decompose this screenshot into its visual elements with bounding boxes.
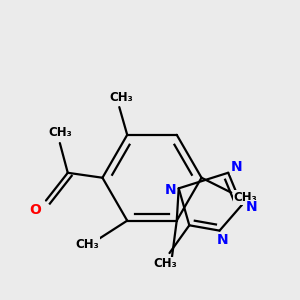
Text: O: O (29, 203, 41, 218)
Text: N: N (165, 183, 177, 197)
Text: N: N (217, 232, 228, 247)
Text: CH₃: CH₃ (233, 191, 257, 204)
Text: CH₃: CH₃ (110, 91, 133, 104)
Text: CH₃: CH₃ (154, 257, 177, 270)
Text: N: N (246, 200, 257, 214)
Text: N: N (230, 160, 242, 174)
Text: CH₃: CH₃ (48, 126, 72, 139)
Text: CH₃: CH₃ (76, 238, 100, 251)
